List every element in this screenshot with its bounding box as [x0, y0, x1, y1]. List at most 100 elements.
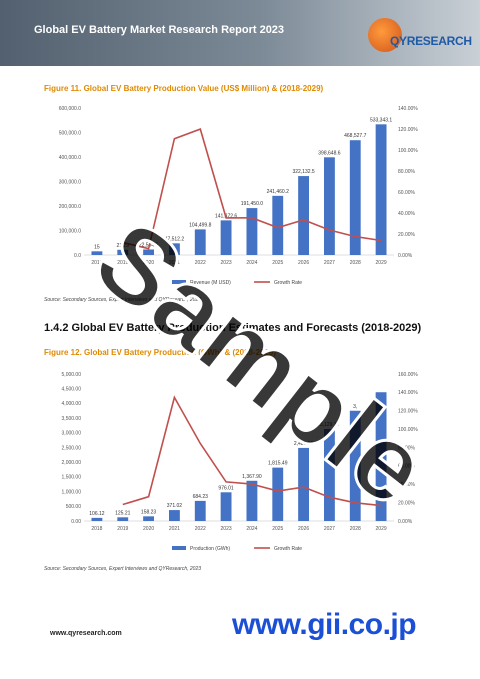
data-label: 976.01	[218, 485, 234, 491]
x-tick-label: 2021	[169, 526, 180, 532]
footer-url[interactable]: www.qyresearch.com	[50, 630, 122, 637]
y2-tick-label: 60.00%	[398, 190, 416, 196]
x-tick-label: 2019	[117, 260, 128, 266]
y-tick-label: 500,000.0	[59, 130, 81, 136]
x-tick-label: 2021	[169, 260, 180, 266]
data-label: 322,132.5	[292, 169, 314, 175]
y-tick-label: 600,000.0	[59, 106, 81, 112]
data-label: 21,29	[116, 243, 129, 249]
y2-tick-label: 120.00%	[398, 127, 418, 133]
data-label: 533,343.1	[370, 117, 392, 123]
bar	[91, 517, 103, 521]
bar	[143, 249, 155, 255]
x-tick-label: 2023	[221, 260, 232, 266]
x-tick-label: 2028	[350, 526, 361, 532]
x-tick-label: 2024	[246, 526, 257, 532]
x-tick-label: 2024	[246, 260, 257, 266]
growth-rate-line	[122, 128, 382, 250]
y-tick-label: 400,000.0	[59, 155, 81, 161]
y-tick-label: 500.00	[66, 504, 82, 510]
x-tick-label: 2022	[195, 260, 206, 266]
bar	[194, 500, 206, 521]
logo-text: QYRESEARCH	[390, 34, 472, 48]
x-tick-label: 2025	[272, 260, 283, 266]
x-tick-label: 2019	[117, 526, 128, 532]
x-tick-label: 2027	[324, 526, 335, 532]
x-tick-label: 2022	[195, 526, 206, 532]
y2-tick-label: 0.00%	[398, 253, 413, 259]
bar	[91, 251, 103, 255]
y2-tick-label: 20.00%	[398, 500, 416, 506]
bar	[375, 392, 387, 521]
legend-bar-label: Production (GWh)	[190, 546, 230, 552]
x-tick-label: 2029	[376, 260, 387, 266]
report-header: Global EV Battery Market Research Report…	[0, 0, 480, 66]
legend-bar-swatch	[172, 546, 186, 550]
bar	[246, 208, 258, 255]
figure-12-title: Figure 12. Global EV Battery Production …	[44, 348, 277, 357]
y-tick-label: 3,500.00	[62, 416, 82, 422]
legend-bar-swatch	[172, 280, 186, 284]
y-tick-label: 4,000.00	[62, 401, 82, 407]
bar	[168, 510, 180, 521]
data-label: 125.21	[115, 510, 131, 516]
y-tick-label: 2,000.00	[62, 460, 82, 466]
data-label: 398,648.6	[318, 150, 340, 156]
x-tick-label: 2023	[221, 526, 232, 532]
bar	[272, 195, 284, 255]
data-label: 15	[94, 244, 100, 250]
x-tick-label: 2018	[91, 260, 102, 266]
bar	[349, 410, 361, 521]
bar	[220, 492, 232, 521]
y2-tick-label: 120.00%	[398, 409, 418, 415]
data-label: 3,129.11	[320, 422, 339, 428]
chart2-source: Source: Secondary Sources, Expert Interv…	[44, 566, 202, 572]
y2-tick-label: 140.00%	[398, 390, 418, 396]
y2-tick-label: 80.00%	[398, 169, 416, 175]
y2-tick-label: 140.00%	[398, 106, 418, 112]
data-label: 104,499.8	[189, 222, 211, 228]
bar	[220, 220, 232, 255]
data-label: 191,450.0	[241, 201, 263, 207]
data-label: 2,485.59	[294, 441, 314, 447]
x-tick-label: 2020	[143, 526, 154, 532]
y2-tick-label: 40.00%	[398, 482, 416, 488]
data-label: 1,815.49	[268, 461, 288, 467]
growth-rate-line	[122, 395, 382, 507]
y-tick-label: 300,000.0	[59, 179, 81, 185]
logo-globe-icon	[368, 18, 402, 52]
figure-11-title: Figure 11. Global EV Battery Production …	[44, 84, 324, 93]
data-label: 371.02	[167, 503, 183, 509]
y-tick-label: 200,000.0	[59, 204, 81, 210]
y2-tick-label: 80.00%	[398, 445, 416, 451]
bar	[375, 124, 387, 256]
x-tick-label: 2029	[376, 526, 387, 532]
y-tick-label: 0.0	[74, 253, 81, 259]
legend-line-label: Growth Rate	[274, 280, 302, 286]
y2-tick-label: 60.00%	[398, 464, 416, 470]
y2-tick-label: 40.00%	[398, 211, 416, 217]
bar	[117, 249, 129, 255]
x-tick-label: 2025	[272, 526, 283, 532]
data-label: 684.23	[193, 494, 209, 500]
chart1-source: Source: Secondary Sources, Expert Interv…	[44, 297, 202, 303]
y-tick-label: 5,000.00	[62, 372, 82, 378]
chart-production-value: 0.0 100,000.0 200,000.0 300,000.0 400,000.0 5…	[59, 106, 419, 286]
y2-tick-label: 20.00%	[398, 232, 416, 238]
x-tick-label: 2020	[143, 260, 154, 266]
bar	[272, 467, 284, 521]
section-heading: 1.4.2 Global EV Battery Production Estim…	[44, 322, 422, 334]
data-label: 106.12	[89, 511, 105, 517]
data-label: 468,527.7	[344, 133, 366, 139]
y-tick-label: 4,500.00	[62, 387, 82, 393]
data-label: 1,367.90	[242, 474, 262, 480]
bar	[298, 176, 310, 255]
data-label: 241,460.2	[267, 189, 289, 195]
bar	[323, 429, 335, 521]
x-tick-label: 2027	[324, 260, 335, 266]
footer-gii-link[interactable]: www.gii.co.jp	[232, 608, 417, 641]
report-title: Global EV Battery Market Research Report…	[34, 24, 285, 36]
x-tick-label: 2018	[91, 526, 102, 532]
y2-tick-label: 100.00%	[398, 427, 418, 433]
bar	[349, 140, 361, 255]
